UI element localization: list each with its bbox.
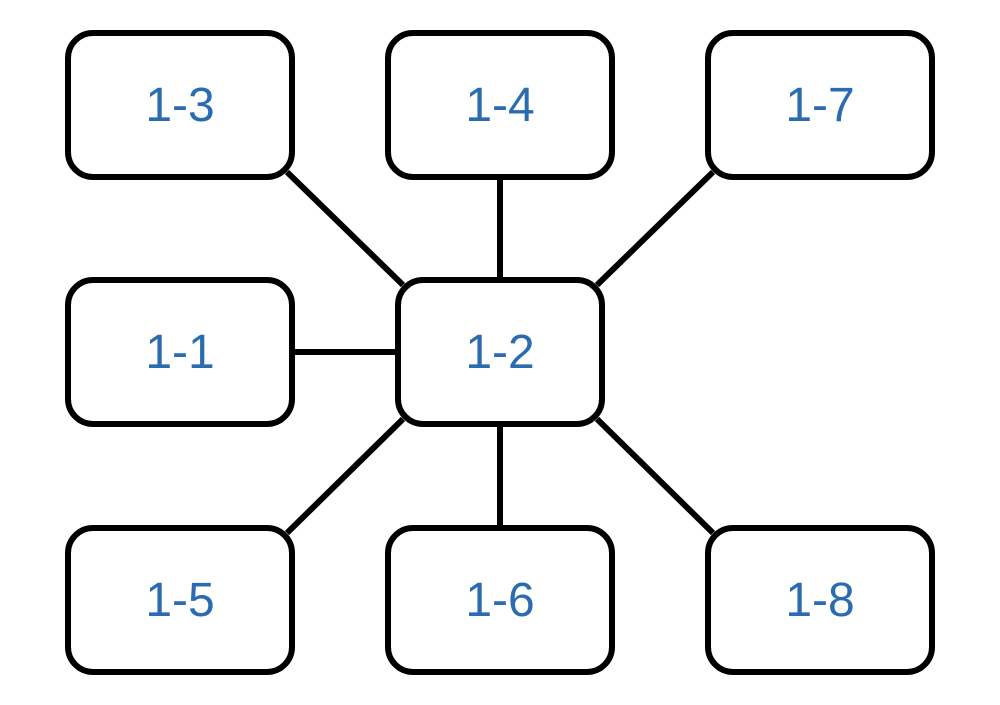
edge [597, 172, 713, 285]
node-label: 1-6 [465, 573, 534, 628]
node-label: 1-3 [145, 78, 214, 133]
node-14: 1-4 [385, 30, 615, 180]
edge [597, 419, 713, 533]
node-18: 1-8 [705, 525, 935, 675]
node-label: 1-1 [145, 325, 214, 380]
node-13: 1-3 [65, 30, 295, 180]
node-16: 1-6 [385, 525, 615, 675]
node-label: 1-5 [145, 573, 214, 628]
edge [287, 419, 403, 533]
node-label: 1-7 [785, 78, 854, 133]
node-17: 1-7 [705, 30, 935, 180]
node-label: 1-8 [785, 573, 854, 628]
node-label: 1-2 [465, 325, 534, 380]
node-12: 1-2 [395, 277, 605, 427]
node-label: 1-4 [465, 78, 534, 133]
diagram-canvas: 1-3 1-4 1-7 1-1 1-2 1-5 1-6 1-8 [0, 0, 1000, 705]
edge [287, 172, 403, 285]
node-11: 1-1 [65, 277, 295, 427]
node-15: 1-5 [65, 525, 295, 675]
